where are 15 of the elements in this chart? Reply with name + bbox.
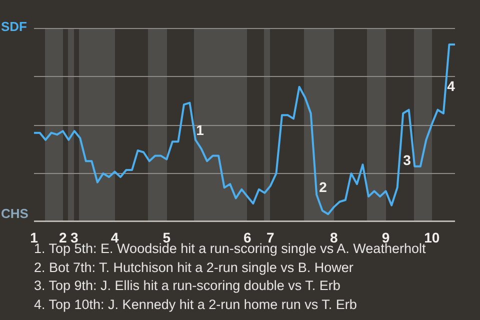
annotation: 1 xyxy=(196,122,204,138)
annotation: 2 xyxy=(319,178,328,195)
text: SDF xyxy=(1,19,27,34)
text: 3. Top 9th: J. Ellis hit a run-scoring double vs T. Erb xyxy=(34,277,342,295)
x-tick-label: 8 xyxy=(330,229,338,246)
text: CHS xyxy=(1,206,28,222)
text: 4. Top 10th: J. Kennedy hit a 2-run home run vs T. Erb xyxy=(34,296,358,314)
x-tick-label: 6 xyxy=(243,229,252,246)
x-tick-label: 5 xyxy=(162,229,171,246)
x-tick-label: 2 xyxy=(58,229,67,246)
x-tick-label: 10 xyxy=(424,229,440,246)
text: 2. Bot 7th: T. Hutchison hit a 2-run single vs B. Hower xyxy=(34,258,354,277)
x-tick-label: 7 xyxy=(266,229,275,246)
annotation: 3 xyxy=(403,152,412,168)
annotation: 4 xyxy=(447,78,456,94)
